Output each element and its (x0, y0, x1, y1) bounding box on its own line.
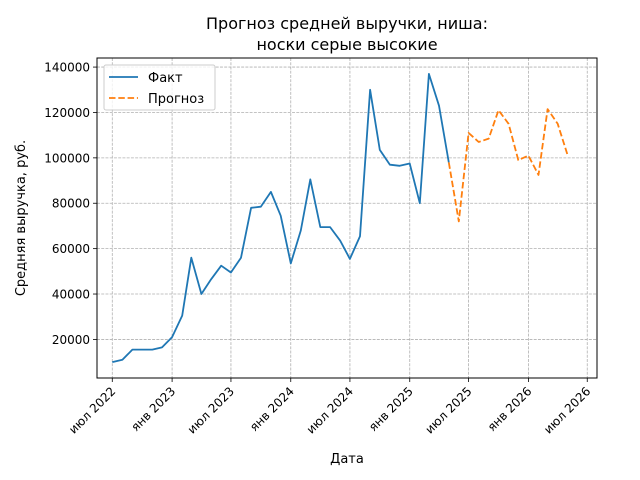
legend: Факт Прогноз (103, 64, 216, 111)
x-axis-label: Дата (330, 452, 364, 467)
series-line-fact (112, 73, 450, 363)
y-tick-label: 140000 (44, 61, 90, 75)
series-layer (112, 73, 569, 363)
y-tick-label: 60000 (52, 242, 90, 256)
y-tick-label: 120000 (44, 106, 90, 120)
chart-title-line-1: Прогноз средней выручки, ниша: (206, 14, 488, 33)
y-tick-label: 100000 (44, 151, 90, 165)
legend-label-fact: Факт (148, 71, 183, 86)
chart-title-line-2: носки серые высокие (256, 35, 437, 54)
plot-frame (96, 57, 598, 379)
chart-title: Прогноз средней выручки, ниша: носки сер… (206, 14, 488, 54)
series-line-forecast (447, 108, 569, 223)
y-tick-label: 40000 (52, 288, 90, 302)
legend-label-forecast: Прогноз (148, 92, 204, 107)
y-axis-label: Средняя выручка, руб. (14, 140, 29, 296)
y-tick-label: 80000 (52, 197, 90, 211)
y-tick-label: 20000 (52, 333, 90, 347)
